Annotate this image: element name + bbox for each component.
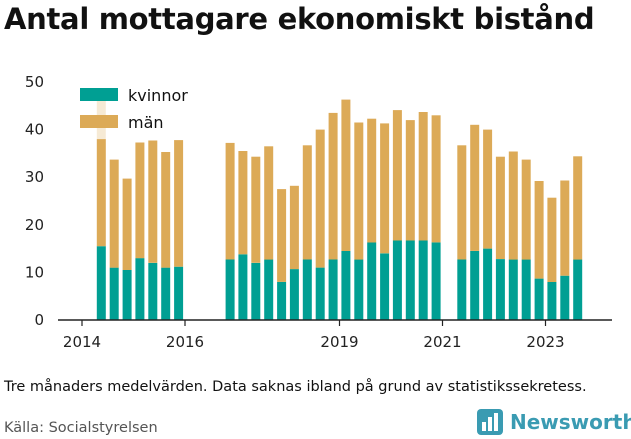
bar-kvinnor xyxy=(264,259,274,320)
bar-kvinnor xyxy=(547,281,557,320)
bar-kvinnor xyxy=(405,240,415,320)
bar-man xyxy=(521,159,531,260)
bar-kvinnor xyxy=(161,267,171,320)
x-axis-ticks: 2014 2016 2019 2021 2023 xyxy=(63,320,565,351)
y-axis-ticks: 0 10 20 30 40 50 xyxy=(25,73,44,329)
x-tick-label: 2021 xyxy=(423,333,461,351)
bar-man xyxy=(135,142,145,259)
brand-logo: Newsworthy xyxy=(476,408,631,436)
bar-man xyxy=(315,129,325,268)
bar-kvinnor xyxy=(573,259,583,320)
bar-man xyxy=(289,185,299,270)
legend-swatch-man xyxy=(80,115,118,128)
bar-kvinnor xyxy=(122,270,132,320)
bar-kvinnor xyxy=(354,259,364,320)
bar-kvinnor xyxy=(560,275,570,320)
bar-kvinnor xyxy=(109,267,119,320)
bar-man xyxy=(508,151,518,260)
bar-series xyxy=(96,99,583,320)
bar-man xyxy=(225,142,235,260)
bar-man xyxy=(431,115,441,243)
bar-man xyxy=(341,99,351,251)
bar-kvinnor xyxy=(341,251,351,320)
bar-kvinnor xyxy=(483,248,493,320)
bar-man xyxy=(534,181,544,279)
bar-kvinnor xyxy=(315,267,325,320)
bar-kvinnor xyxy=(96,246,106,320)
bar-kvinnor xyxy=(225,259,235,320)
bar-man xyxy=(367,118,377,243)
y-tick-label: 20 xyxy=(25,216,44,234)
source-label: Källa: Socialstyrelsen xyxy=(4,420,158,436)
bar-man xyxy=(380,123,390,254)
y-tick-label: 30 xyxy=(25,168,44,186)
y-tick-label: 40 xyxy=(25,121,44,139)
bar-kvinnor xyxy=(289,269,299,320)
stacked-bar-chart: 0 10 20 30 40 50 2014 2016 2019 2021 2023 kvinnor… xyxy=(25,73,612,351)
bar-man xyxy=(264,146,274,260)
bar-kvinnor xyxy=(380,253,390,320)
bar-chart-logo-icon xyxy=(477,409,503,435)
x-tick-label: 2023 xyxy=(526,333,564,351)
bar-man xyxy=(109,159,119,268)
bar-man xyxy=(573,156,583,260)
bar-man xyxy=(418,112,428,241)
y-tick-label: 0 xyxy=(34,311,44,329)
bar-man xyxy=(483,129,493,249)
bar-man xyxy=(392,110,402,241)
bar-man xyxy=(457,145,467,260)
y-tick-label: 10 xyxy=(25,263,44,281)
bar-kvinnor xyxy=(251,262,261,320)
bar-man xyxy=(251,156,261,263)
bar-man xyxy=(96,139,106,247)
bar-man xyxy=(495,156,505,259)
legend-label-kvinnor: kvinnor xyxy=(128,86,188,105)
bar-man xyxy=(547,197,557,282)
bar-kvinnor xyxy=(431,242,441,320)
bar-kvinnor xyxy=(238,254,248,320)
bar-kvinnor xyxy=(508,259,518,320)
bar-kvinnor xyxy=(457,259,467,320)
bar-kvinnor xyxy=(302,259,312,320)
bar-man xyxy=(354,122,364,260)
bar-man xyxy=(560,180,570,276)
bar-kvinnor xyxy=(277,281,287,320)
bar-kvinnor xyxy=(328,259,338,320)
chart-title: Antal mottagare ekonomiskt bistånd xyxy=(4,2,595,36)
bar-man xyxy=(302,145,312,260)
x-tick-label: 2016 xyxy=(166,333,204,351)
bar-man xyxy=(161,152,171,268)
bar-man xyxy=(470,124,480,251)
bar-man xyxy=(174,140,184,267)
legend-label-man: män xyxy=(128,113,164,132)
bar-man xyxy=(148,140,158,263)
bar-kvinnor xyxy=(174,266,184,320)
footnote: Tre månaders medelvärden. Data saknas ib… xyxy=(4,379,587,395)
bar-kvinnor xyxy=(521,259,531,320)
bar-kvinnor xyxy=(470,251,480,320)
bar-kvinnor xyxy=(495,259,505,320)
legend-swatch-kvinnor xyxy=(80,88,118,101)
bar-man xyxy=(328,112,338,260)
y-tick-label: 50 xyxy=(25,73,44,91)
legend: kvinnor män xyxy=(80,86,188,132)
bar-kvinnor xyxy=(418,240,428,320)
bar-kvinnor xyxy=(534,278,544,320)
x-tick-label: 2019 xyxy=(320,333,358,351)
bar-kvinnor xyxy=(367,242,377,320)
bar-kvinnor xyxy=(135,258,145,320)
brand-name: Newsworthy xyxy=(510,410,631,434)
bar-man xyxy=(277,189,287,282)
bar-man xyxy=(122,178,132,270)
bar-kvinnor xyxy=(392,240,402,320)
bar-kvinnor xyxy=(148,262,158,320)
x-tick-label: 2014 xyxy=(63,333,101,351)
bar-man xyxy=(238,151,248,255)
bar-man xyxy=(405,120,415,241)
